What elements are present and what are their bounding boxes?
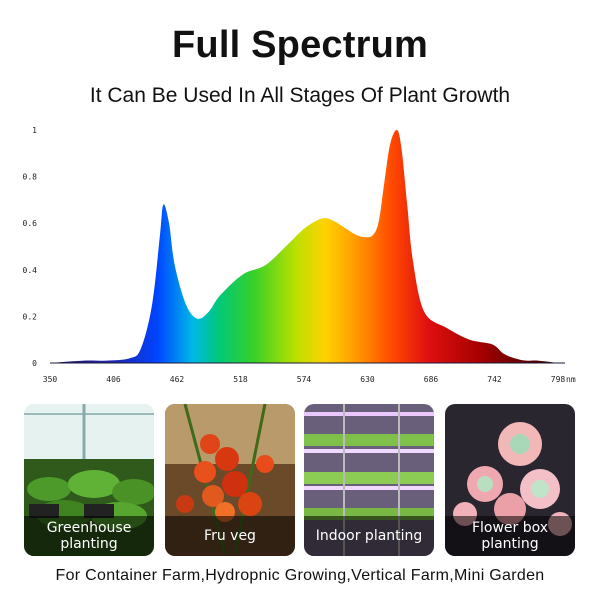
photo-caption: Greenhouse planting (24, 516, 154, 556)
greenhouse-image (24, 404, 154, 556)
page-title: Full Spectrum (172, 24, 428, 66)
x-tick-label: 798 (551, 375, 566, 384)
x-tick-label: 406 (106, 375, 121, 384)
y-tick-label: 0.2 (23, 312, 38, 321)
photo-flower-box: Flower box planting (445, 404, 575, 556)
page-subtitle: It Can Be Used In All Stages Of Plant Gr… (89, 84, 511, 107)
spectrum-chart: 0 0.2 0.4 0.6 0.8 1 350 406 462 518 574 630 686 742 7… (23, 126, 576, 384)
y-tick-label: 0.8 (23, 173, 38, 182)
x-unit-label: nm (566, 375, 576, 384)
x-tick-label: 518 (233, 375, 248, 384)
photo-indoor: Indoor planting (304, 404, 434, 556)
photo-caption: Indoor planting (304, 516, 434, 556)
x-tick-label: 742 (487, 375, 502, 384)
photo-greenhouse: Greenhouse planting (24, 404, 154, 556)
x-tick-label: 574 (297, 375, 312, 384)
footer-text: For Container Farm,Hydropnic Growing,Ver… (55, 567, 545, 584)
usage-photos: Greenhouse planting Fru veg (24, 404, 576, 556)
x-tick-label: 630 (360, 375, 375, 384)
x-tick-label: 350 (43, 375, 58, 384)
spectrum-area (50, 129, 558, 363)
y-tick-label: 0.6 (23, 219, 38, 228)
photo-caption: Flower box planting (445, 516, 575, 556)
y-tick-label: 0 (32, 359, 37, 368)
x-tick-label: 686 (424, 375, 439, 384)
x-tick-label: 462 (170, 375, 185, 384)
photo-fruit-veg: Fru veg (165, 404, 295, 556)
y-tick-label: 1 (32, 126, 37, 135)
y-axis-ticks: 0 0.2 0.4 0.6 0.8 1 (23, 126, 38, 368)
y-tick-label: 0.4 (23, 266, 38, 275)
photo-caption: Fru veg (165, 516, 295, 556)
x-axis-ticks: 350 406 462 518 574 630 686 742 798 (43, 375, 566, 384)
